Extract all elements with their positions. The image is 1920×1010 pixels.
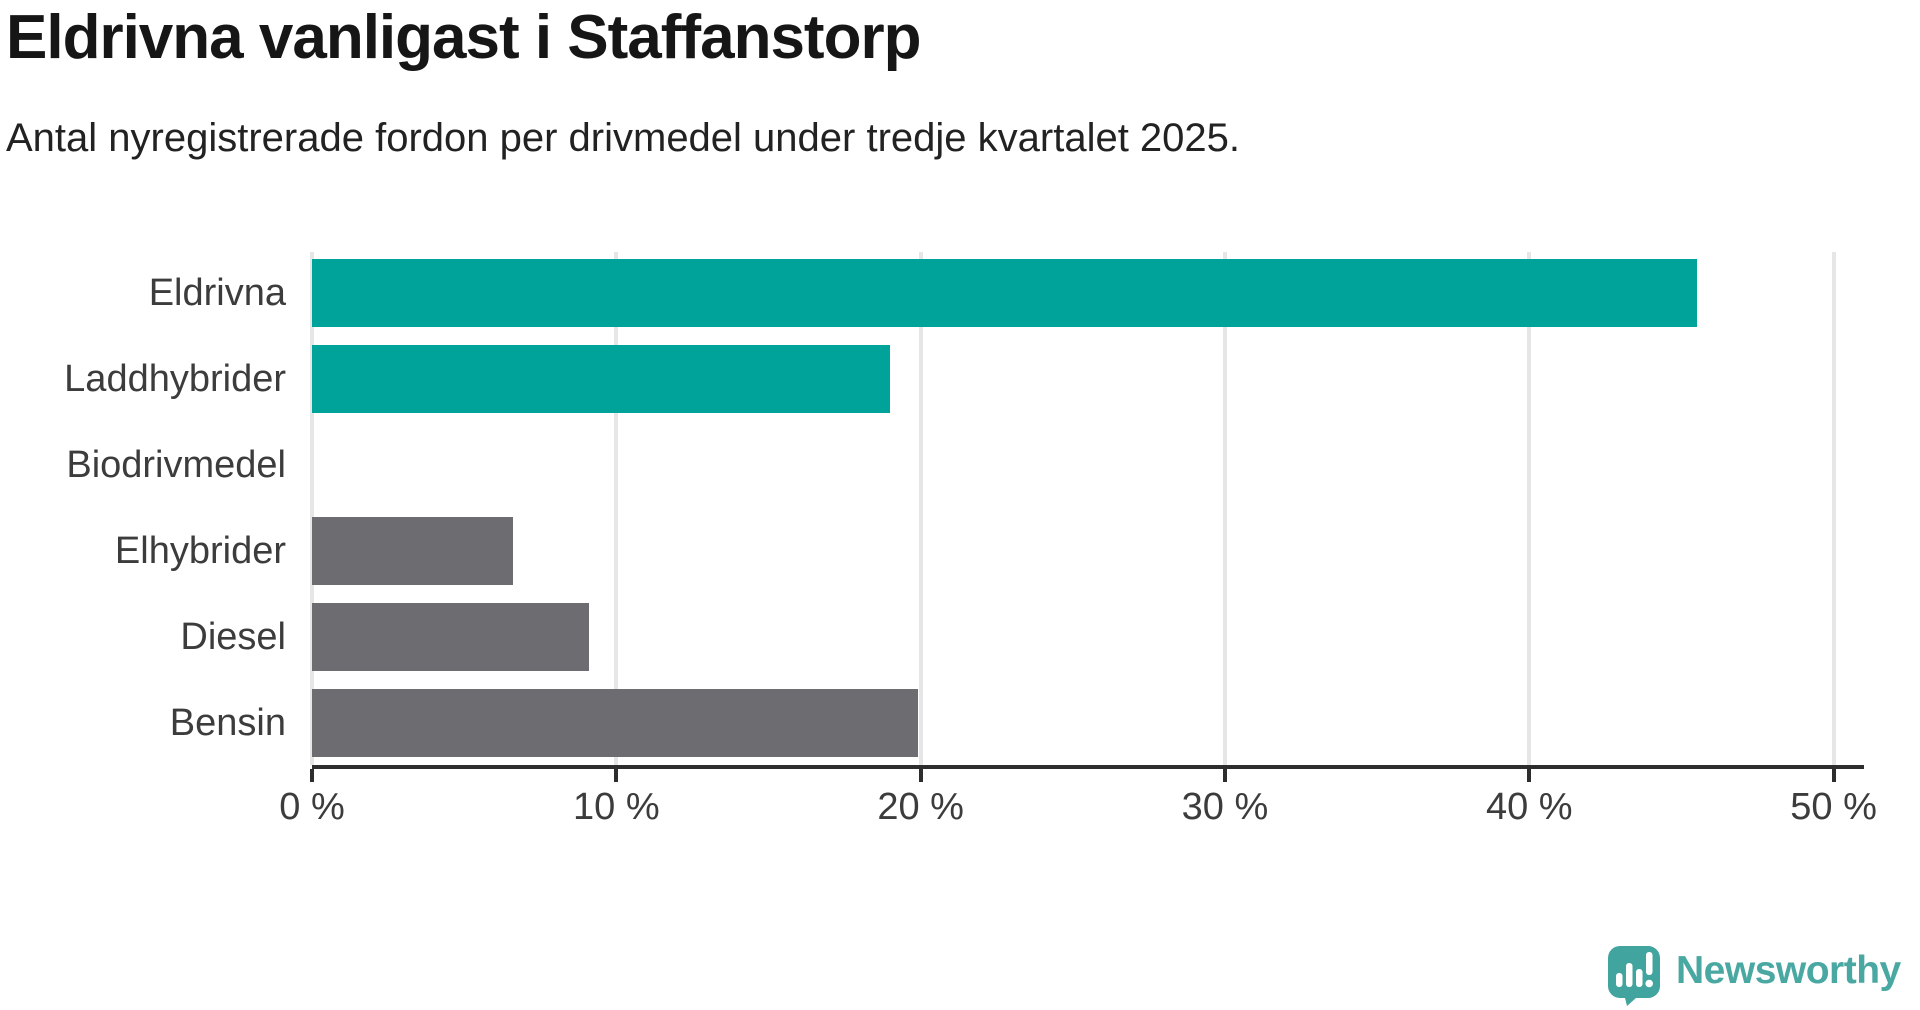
gridline-0: [310, 252, 314, 765]
axis-tick-10: [614, 769, 619, 782]
bar-diesel: [312, 603, 589, 671]
category-axis: Eldrivna Laddhybrider Biodrivmedel Elhybrid…: [0, 252, 286, 769]
chart-subtitle: Antal nyregistrerade fordon per drivmede…: [6, 116, 1241, 160]
category-label-laddhybrider: Laddhybrider: [64, 358, 286, 400]
bar-elhybrider: [312, 517, 513, 585]
newsworthy-logo: Newsworthy: [1606, 944, 1901, 1006]
plot-area: 0 % 10 % 20 % 30 % 40 % 50 %: [279, 252, 1877, 828]
axis-tick-40: [1527, 769, 1532, 782]
gridline-30: [1222, 252, 1227, 765]
axis-tick-label-10: 10 %: [573, 786, 660, 828]
category-label-biodrivmedel: Biodrivmedel: [66, 444, 286, 486]
axis-tick-30: [1222, 769, 1227, 782]
axis-tick-label-40: 40 %: [1485, 786, 1573, 828]
chart-title: Eldrivna vanligast i Staffanstorp: [6, 3, 921, 72]
bar-bensin: [312, 689, 918, 757]
gridline-20: [918, 252, 923, 765]
bar-eldrivna: [312, 259, 1697, 327]
axis-tick-label-0: 0 %: [279, 786, 345, 828]
gridline-10: [614, 252, 619, 765]
axis-tick-20: [918, 769, 923, 782]
bar-laddhybrider: [312, 345, 890, 413]
newsworthy-brand-text: Newsworthy: [1676, 949, 1901, 992]
category-label-bensin: Bensin: [169, 702, 286, 744]
axis-tick-0: [310, 769, 314, 782]
axis-tick-label-50: 50 %: [1790, 786, 1877, 828]
newsworthy-speech-bubble-chart-icon: [1608, 946, 1660, 1006]
gridline-40: [1527, 252, 1532, 765]
category-label-eldrivna: Eldrivna: [148, 272, 286, 314]
x-axis-line: [312, 765, 1864, 769]
category-label-diesel: Diesel: [180, 616, 286, 658]
axis-tick-label-30: 30 %: [1181, 786, 1269, 828]
axis-tick-50: [1831, 769, 1836, 782]
axis-tick-label-20: 20 %: [877, 786, 964, 828]
category-label-elhybrider: Elhybrider: [114, 530, 286, 572]
gridline-50: [1831, 252, 1836, 765]
